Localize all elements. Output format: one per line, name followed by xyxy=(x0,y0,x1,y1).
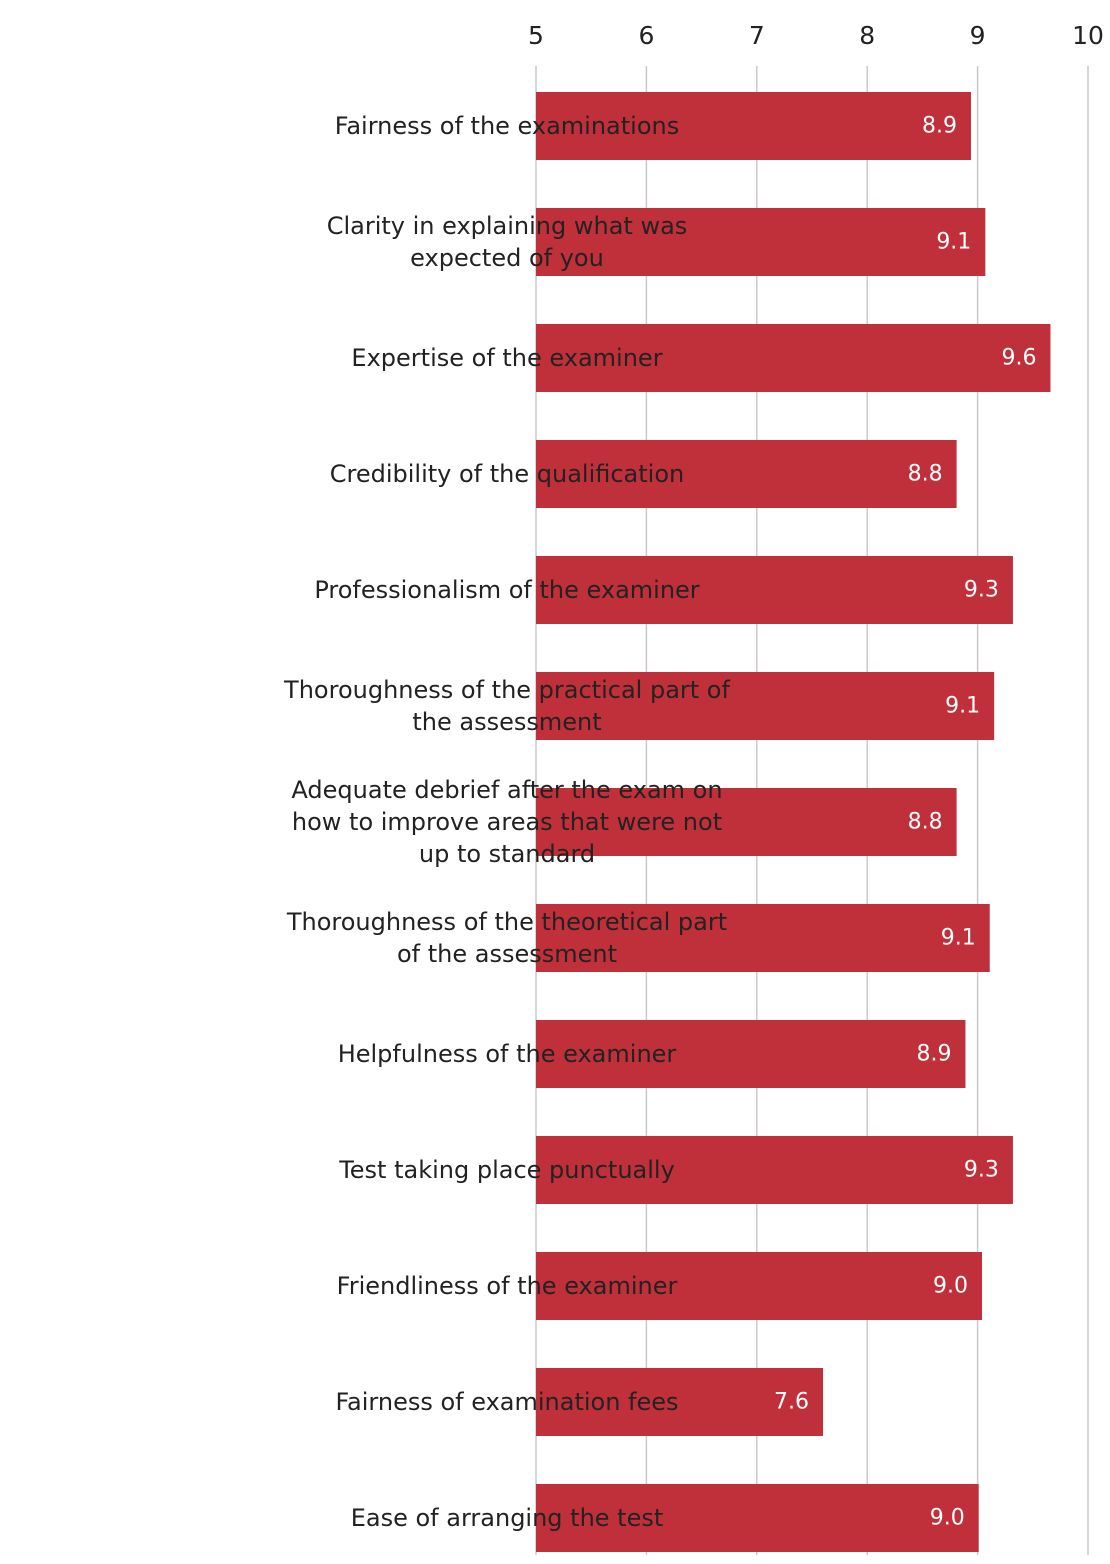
x-tick-label: 8 xyxy=(859,21,875,50)
bar xyxy=(536,92,971,160)
category-label-line: Helpfulness of the examiner xyxy=(338,1040,677,1068)
x-tick-label: 10 xyxy=(1072,21,1104,50)
x-tick-label: 7 xyxy=(749,21,765,50)
bars: 8.9 9.1 9.6 8.8 9.3 9.1 8.8 9.1 8.9 9.3 9.0 7.6 9.0 xyxy=(536,92,1051,1552)
category-label-line: how to improve areas that were not xyxy=(292,808,722,836)
category-label-line: Thoroughness of the theoretical part xyxy=(286,908,727,936)
category-label-line: up to standard xyxy=(419,840,595,868)
category-label: Adequate debrief after the exam on how to… xyxy=(291,776,722,868)
x-tick-label: 9 xyxy=(970,21,986,50)
category-label-line: expected of you xyxy=(410,244,604,272)
data-label: 8.9 xyxy=(922,114,957,139)
bar xyxy=(536,324,1051,392)
data-label: 9.0 xyxy=(930,1506,965,1531)
category-label: Fairness of the examinations xyxy=(335,112,680,140)
category-label-line: Thoroughness of the practical part of xyxy=(283,676,730,704)
data-label: 9.3 xyxy=(964,1158,999,1183)
category-label-line: Fairness of the examinations xyxy=(335,112,680,140)
bar xyxy=(536,1020,966,1088)
bar xyxy=(536,1136,1013,1204)
category-label: Thoroughness of the practical part of the… xyxy=(283,676,730,736)
bar xyxy=(536,556,1013,624)
category-label: Fairness of examination fees xyxy=(335,1388,678,1416)
category-label: Expertise of the examiner xyxy=(351,344,662,372)
category-label: Ease of arranging the test xyxy=(351,1504,664,1532)
bar xyxy=(536,1368,824,1436)
data-label: 8.8 xyxy=(908,462,943,487)
category-label-line: Ease of arranging the test xyxy=(351,1504,664,1532)
category-label: Clarity in explaining what was expected o… xyxy=(327,212,688,272)
category-label: Professionalism of the examiner xyxy=(314,576,699,604)
data-label: 7.6 xyxy=(774,1390,809,1415)
category-label-line: Friendliness of the examiner xyxy=(337,1272,678,1300)
data-label: 9.1 xyxy=(936,230,971,255)
bar xyxy=(536,208,986,276)
category-label: Helpfulness of the examiner xyxy=(338,1040,677,1068)
category-label-line: of the assessment xyxy=(397,940,617,968)
bar xyxy=(536,1484,979,1552)
data-label: 9.1 xyxy=(945,694,980,719)
category-label-line: Professionalism of the examiner xyxy=(314,576,699,604)
category-label: Test taking place punctually xyxy=(338,1156,675,1184)
category-label-line: Credibility of the qualification xyxy=(330,460,685,488)
bar xyxy=(536,1252,983,1320)
data-label: 9.6 xyxy=(1001,346,1036,371)
data-label: 8.8 xyxy=(908,810,943,835)
bar xyxy=(536,672,995,740)
category-label-line: Test taking place punctually xyxy=(338,1156,675,1184)
data-label: 9.1 xyxy=(941,926,976,951)
category-label-line: the assessment xyxy=(412,708,601,736)
bar xyxy=(536,788,957,856)
category-label: Thoroughness of the theoretical part of t… xyxy=(286,908,727,968)
bar xyxy=(536,440,957,508)
data-label: 8.9 xyxy=(916,1042,951,1067)
category-label-line: Expertise of the examiner xyxy=(351,344,662,372)
bar xyxy=(536,904,990,972)
category-label-line: Adequate debrief after the exam on xyxy=(291,776,722,804)
category-labels: Fairness of the examinations Clarity in e… xyxy=(283,112,730,1532)
category-label-line: Fairness of examination fees xyxy=(335,1388,678,1416)
x-tick-label: 5 xyxy=(528,21,544,50)
data-label: 9.3 xyxy=(964,578,999,603)
category-label-line: Clarity in explaining what was xyxy=(327,212,688,240)
category-label: Friendliness of the examiner xyxy=(337,1272,678,1300)
x-tick-label: 6 xyxy=(638,21,654,50)
x-axis-ticks: 5 6 7 8 9 10 xyxy=(528,21,1104,50)
category-label: Credibility of the qualification xyxy=(330,460,685,488)
data-label: 9.0 xyxy=(933,1274,968,1299)
